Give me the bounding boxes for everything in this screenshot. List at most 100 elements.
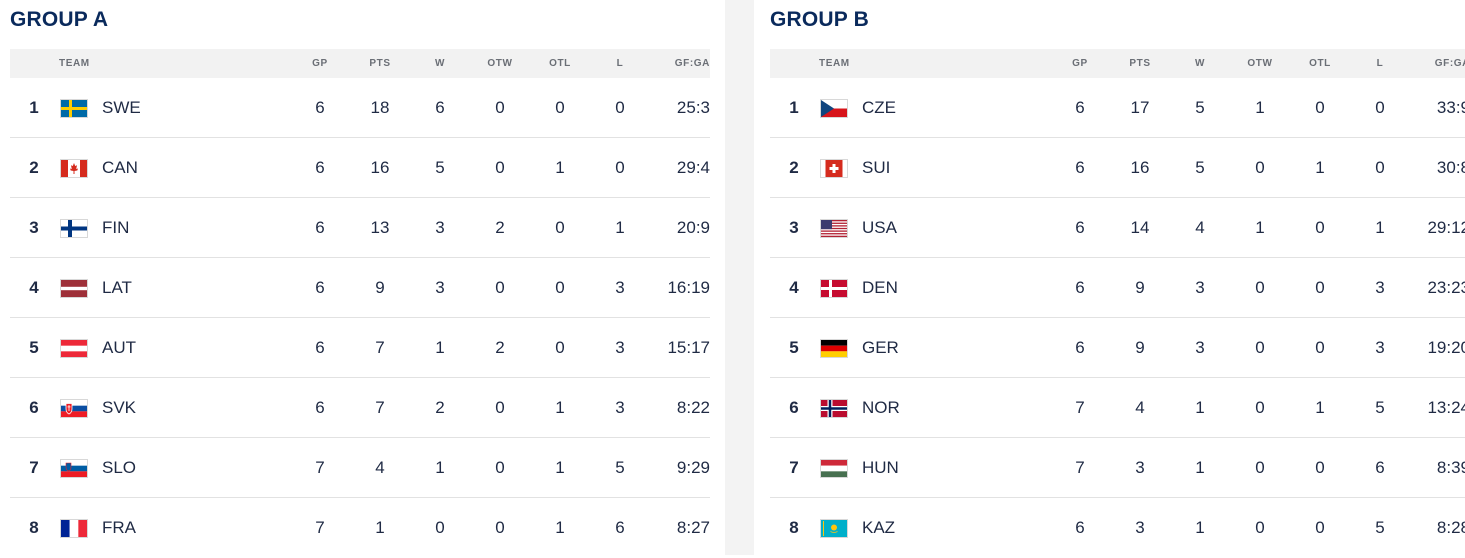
team-name[interactable]: AUT <box>102 338 136 357</box>
flag-cell <box>820 138 848 198</box>
gfga-cell: 33:9 <box>1436 98 1465 117</box>
l-cell: 3 <box>615 278 625 297</box>
team-name[interactable]: SLO <box>102 458 137 477</box>
group-b-rows: 1CZE617510033:92SUI616501030:83USA614410… <box>770 78 1465 558</box>
flag-cell <box>60 498 88 558</box>
table-row[interactable]: 5 GER 6 9 3 0 0 3 19:20 <box>770 318 1465 378</box>
column-header-w[interactable]: W <box>1194 58 1206 69</box>
table-row[interactable]: 2 CAN 6 16 5 0 1 0 29:4 <box>10 138 710 198</box>
sweden-flag-icon <box>60 99 88 118</box>
table-row[interactable]: 6 NOR 7 4 1 0 1 5 13:24 <box>770 378 1465 438</box>
table-row[interactable]: 1 SWE 6 18 6 0 0 0 25:3 <box>10 78 710 138</box>
l-cell: 0 <box>615 158 625 177</box>
flag-cell <box>60 138 88 198</box>
gp-cell: 6 <box>315 218 325 237</box>
team-name[interactable]: NOR <box>862 398 900 417</box>
flag-cell <box>820 438 848 498</box>
otl-cell: 1 <box>555 158 565 177</box>
column-header-gfga[interactable]: GF:GA <box>1434 58 1465 69</box>
hungary-flag-icon <box>820 459 848 478</box>
column-header-l[interactable]: L <box>1376 58 1384 69</box>
column-header-team[interactable]: TEAM <box>819 58 850 69</box>
switzerland-flag-icon <box>820 159 848 178</box>
otl-cell: 0 <box>555 278 565 297</box>
pts-cell: 7 <box>375 338 385 357</box>
w-cell: 1 <box>435 338 445 357</box>
otw-cell: 0 <box>1255 338 1265 357</box>
team-name[interactable]: USA <box>862 218 897 237</box>
table-row[interactable]: 3 USA 6 14 4 1 0 1 29:12 <box>770 198 1465 258</box>
table-row[interactable]: 5 AUT 6 7 1 2 0 3 15:17 <box>10 318 710 378</box>
table-row[interactable]: 6 SVK 6 7 2 0 1 3 8:22 <box>10 378 710 438</box>
table-row[interactable]: 8 FRA 7 1 0 0 1 6 8:27 <box>10 498 710 558</box>
gp-cell: 6 <box>315 278 325 297</box>
gp-cell: 6 <box>1075 278 1085 297</box>
column-header-otw[interactable]: OTW <box>487 58 513 69</box>
team-name[interactable]: SVK <box>102 398 137 417</box>
column-header-otl[interactable]: OTL <box>1309 58 1331 69</box>
rank-cell: 5 <box>789 338 799 357</box>
team-name[interactable]: FRA <box>102 518 136 537</box>
table-row[interactable]: 1 CZE 6 17 5 1 0 0 33:9 <box>770 78 1465 138</box>
table-row[interactable]: 8 KAZ 6 3 1 0 0 5 8:28 <box>770 498 1465 558</box>
rank-cell: 5 <box>29 338 39 357</box>
group-divider <box>725 0 754 555</box>
w-cell: 3 <box>1195 278 1205 297</box>
column-header-team[interactable]: TEAM <box>59 58 90 69</box>
team-name[interactable]: CAN <box>102 158 138 177</box>
team-name[interactable]: DEN <box>862 278 898 297</box>
germany-flag-icon <box>820 339 848 358</box>
column-header-l[interactable]: L <box>616 58 624 69</box>
table-row[interactable]: 3 FIN 6 13 3 2 0 1 20:9 <box>10 198 710 258</box>
column-header-pts[interactable]: PTS <box>1129 58 1151 69</box>
rank-cell: 7 <box>29 458 39 477</box>
flag-cell <box>820 498 848 558</box>
table-row[interactable]: 2 SUI 6 16 5 0 1 0 30:8 <box>770 138 1465 198</box>
table-row[interactable]: 7 SLO 7 4 1 0 1 5 9:29 <box>10 438 710 498</box>
rank-cell: 4 <box>29 278 39 297</box>
rank-cell: 2 <box>29 158 39 177</box>
flag-cell <box>820 318 848 378</box>
otl-cell: 0 <box>1315 518 1325 537</box>
otl-cell: 0 <box>1315 218 1325 237</box>
rank-cell: 8 <box>29 518 39 537</box>
column-header-gp[interactable]: GP <box>1072 58 1088 69</box>
l-cell: 3 <box>1375 278 1385 297</box>
pts-cell: 18 <box>370 98 390 117</box>
team-name[interactable]: FIN <box>102 218 130 237</box>
team-name[interactable]: GER <box>862 338 899 357</box>
team-name[interactable]: SUI <box>862 158 891 177</box>
gfga-cell: 8:22 <box>676 398 710 417</box>
team-name[interactable]: CZE <box>862 98 896 117</box>
column-header-otw[interactable]: OTW <box>1247 58 1273 69</box>
otw-cell: 0 <box>1255 518 1265 537</box>
table-row[interactable]: 4 DEN 6 9 3 0 0 3 23:23 <box>770 258 1465 318</box>
team-name[interactable]: LAT <box>102 278 132 297</box>
otw-cell: 0 <box>495 158 505 177</box>
otw-cell: 0 <box>1255 158 1265 177</box>
otl-cell: 0 <box>555 338 565 357</box>
column-header-gp[interactable]: GP <box>312 58 328 69</box>
otw-cell: 1 <box>1255 218 1265 237</box>
table-row[interactable]: 7 HUN 7 3 1 0 0 6 8:39 <box>770 438 1465 498</box>
pts-cell: 3 <box>1135 518 1145 537</box>
flag-cell <box>60 318 88 378</box>
column-header-otl[interactable]: OTL <box>549 58 571 69</box>
table-row[interactable]: 4 LAT 6 9 3 0 0 3 16:19 <box>10 258 710 318</box>
gp-cell: 6 <box>1075 338 1085 357</box>
rank-cell: 4 <box>789 278 799 297</box>
pts-cell: 1 <box>375 518 385 537</box>
column-header-gfga[interactable]: GF:GA <box>674 58 710 69</box>
team-name[interactable]: SWE <box>102 98 141 117</box>
gp-cell: 6 <box>1075 158 1085 177</box>
otl-cell: 1 <box>555 398 565 417</box>
team-name[interactable]: KAZ <box>862 518 896 537</box>
otl-cell: 1 <box>1315 158 1325 177</box>
l-cell: 5 <box>615 458 625 477</box>
column-header-pts[interactable]: PTS <box>369 58 391 69</box>
gfga-cell: 8:27 <box>676 518 710 537</box>
team-name[interactable]: HUN <box>862 458 899 477</box>
l-cell: 6 <box>615 518 625 537</box>
gp-cell: 6 <box>315 398 325 417</box>
column-header-w[interactable]: W <box>434 58 446 69</box>
